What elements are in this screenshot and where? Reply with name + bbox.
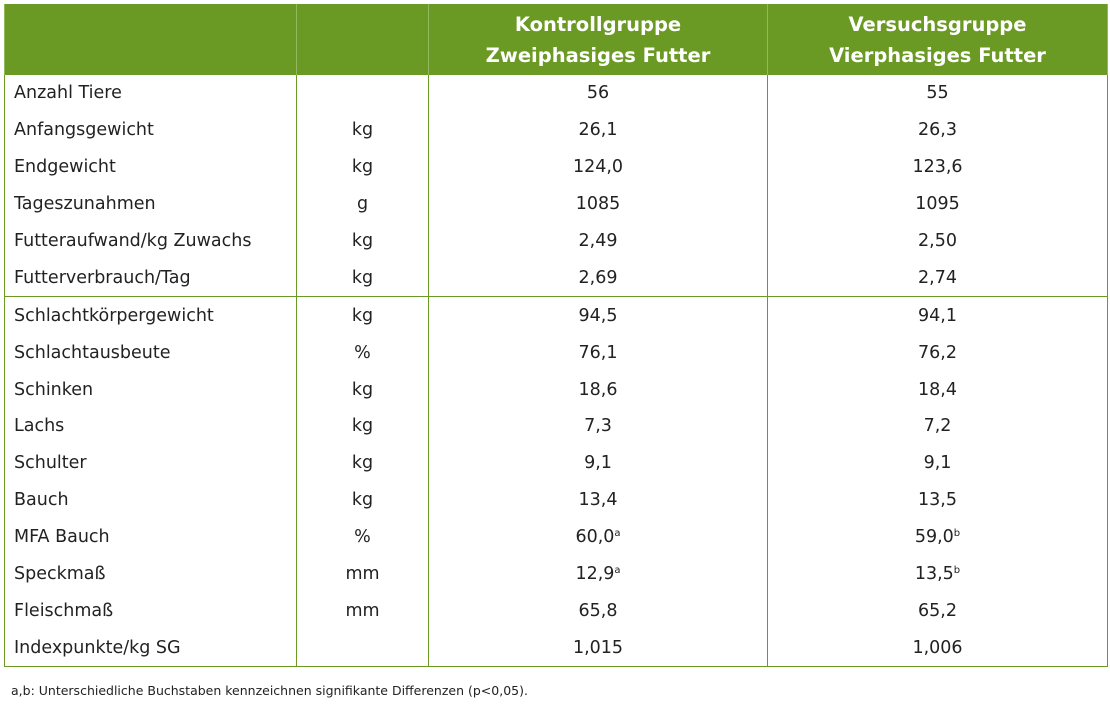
table-row: Schlachtausbeute% 76,1 76,2 xyxy=(4,334,1108,372)
row-label: Schulter xyxy=(4,444,297,482)
results-table: Kontrollgruppe Zweiphasiges Futter Versu… xyxy=(4,4,1108,668)
table-row: Futterverbrauch/Tag kg 2,69 2,74 xyxy=(4,259,1108,297)
kontroll-value: 7,3 xyxy=(428,408,768,445)
versuch-value: 13,5b xyxy=(767,555,1108,593)
row-label: Futterverbrauch/Tag xyxy=(4,259,297,297)
superscript-a: a xyxy=(614,565,621,577)
table-row: Anfangsgewicht kg 26,1 26,3 xyxy=(4,111,1108,149)
versuch-value: 76,2 xyxy=(767,334,1108,372)
versuch-value: 123,6 xyxy=(767,148,1108,186)
row-label: Fleischmaß xyxy=(4,592,297,630)
row-label: Tageszunahmen xyxy=(4,185,297,223)
row-label: MFA Bauch xyxy=(4,518,297,556)
versuch-value: 1,006 xyxy=(767,629,1108,668)
row-unit: % xyxy=(296,518,429,556)
table-row: Schulter kg 9,1 9,1 xyxy=(4,444,1108,482)
header-unit-cell xyxy=(296,4,429,75)
row-unit xyxy=(296,75,429,112)
row-unit: mm xyxy=(296,592,429,630)
table-row: MFA Bauch% 60,0a 59,0b xyxy=(4,518,1108,556)
kontroll-value: 2,49 xyxy=(428,222,768,260)
row-unit: mm xyxy=(296,555,429,593)
versuch-value: 2,50 xyxy=(767,222,1108,260)
row-unit: % xyxy=(296,334,429,372)
versuch-value: 18,4 xyxy=(767,371,1108,409)
row-label: Schlachtkörpergewicht xyxy=(4,296,297,335)
kontroll-value: 65,8 xyxy=(428,592,768,630)
kontroll-value: 26,1 xyxy=(428,111,768,149)
footnote: a,b: Unterschiedliche Buchstaben kennzei… xyxy=(11,683,528,698)
header-versuch-line2: Vierphasiges Futter xyxy=(829,43,1046,67)
table-row: Futteraufwand/kg Zuwachs kg 2,49 2,50 xyxy=(4,222,1108,260)
versuch-value: 65,2 xyxy=(767,592,1108,630)
versuch-value: 1095 xyxy=(767,185,1108,223)
table-row: Schinken kg 18,6 18,4 xyxy=(4,371,1108,409)
row-label: Anzahl Tiere xyxy=(4,75,297,112)
row-unit xyxy=(296,629,429,668)
superscript-b: b xyxy=(953,528,961,540)
kontroll-value: 124,0 xyxy=(428,148,768,186)
table-row: Endgewicht kg 124,0 123,6 xyxy=(4,148,1108,186)
superscript-b: b xyxy=(953,565,961,577)
row-unit: kg xyxy=(296,148,429,186)
table-row: Fleischmaß mm 65,8 65,2 xyxy=(4,592,1108,630)
kontroll-value: 1085 xyxy=(428,185,768,223)
table-row: Speckmaß mm 12,9a 13,5b xyxy=(4,555,1108,593)
kontroll-value: 2,69 xyxy=(428,259,768,297)
row-unit: kg xyxy=(296,408,429,445)
table-row: Lachs kg 7,3 7,2 xyxy=(4,408,1108,445)
table-row: Tageszunahmen g 1085 1095 xyxy=(4,185,1108,223)
row-label: Lachs xyxy=(4,408,297,445)
header-versuch-line1: Versuchsgruppe xyxy=(848,12,1027,36)
row-unit: kg xyxy=(296,481,429,519)
header-kontrollgruppe: Kontrollgruppe Zweiphasiges Futter xyxy=(428,4,768,75)
table-row: Bauch kg 13,4 13,5 xyxy=(4,481,1108,519)
table-row: Schlachtkörpergewicht kg 94,5 94,1 xyxy=(4,296,1108,335)
row-unit: kg xyxy=(296,259,429,297)
kontroll-value: 18,6 xyxy=(428,371,768,409)
row-unit: kg xyxy=(296,111,429,149)
row-unit: kg xyxy=(296,222,429,260)
header-kontroll-line2: Zweiphasiges Futter xyxy=(485,43,711,67)
row-label: Endgewicht xyxy=(4,148,297,186)
versuch-value: 59,0b xyxy=(767,518,1108,556)
row-unit: kg xyxy=(296,371,429,409)
row-unit: g xyxy=(296,185,429,223)
row-unit: kg xyxy=(296,296,429,335)
versuch-value: 7,2 xyxy=(767,408,1108,445)
row-label: Schinken xyxy=(4,371,297,409)
superscript-a: a xyxy=(614,528,621,540)
kontroll-value: 60,0a xyxy=(428,518,768,556)
kontroll-value: 56 xyxy=(428,75,768,112)
kontroll-value: 94,5 xyxy=(428,296,768,335)
kontroll-value: 1,015 xyxy=(428,629,768,668)
header-kontroll-line1: Kontrollgruppe xyxy=(514,12,682,36)
table-row: Indexpunkte/kg SG 1,015 1,006 xyxy=(4,629,1108,668)
versuch-value: 9,1 xyxy=(767,444,1108,482)
versuch-value: 26,3 xyxy=(767,111,1108,149)
row-label: Futteraufwand/kg Zuwachs xyxy=(4,222,297,260)
versuch-value: 94,1 xyxy=(767,296,1108,335)
row-label: Schlachtausbeute xyxy=(4,334,297,372)
header-row: Kontrollgruppe Zweiphasiges Futter Versu… xyxy=(4,4,1108,75)
kontroll-value: 9,1 xyxy=(428,444,768,482)
versuch-value: 55 xyxy=(767,75,1108,112)
table-row: Anzahl Tiere 56 55 xyxy=(4,75,1108,112)
header-label-cell xyxy=(4,4,297,75)
row-label: Indexpunkte/kg SG xyxy=(4,629,297,668)
header-versuchsgruppe: Versuchsgruppe Vierphasiges Futter xyxy=(767,4,1108,75)
row-unit: kg xyxy=(296,444,429,482)
kontroll-value: 12,9a xyxy=(428,555,768,593)
kontroll-value: 13,4 xyxy=(428,481,768,519)
kontroll-value: 76,1 xyxy=(428,334,768,372)
versuch-value: 2,74 xyxy=(767,259,1108,297)
versuch-value: 13,5 xyxy=(767,481,1108,519)
row-label: Speckmaß xyxy=(4,555,297,593)
row-label: Anfangsgewicht xyxy=(4,111,297,149)
row-label: Bauch xyxy=(4,481,297,519)
